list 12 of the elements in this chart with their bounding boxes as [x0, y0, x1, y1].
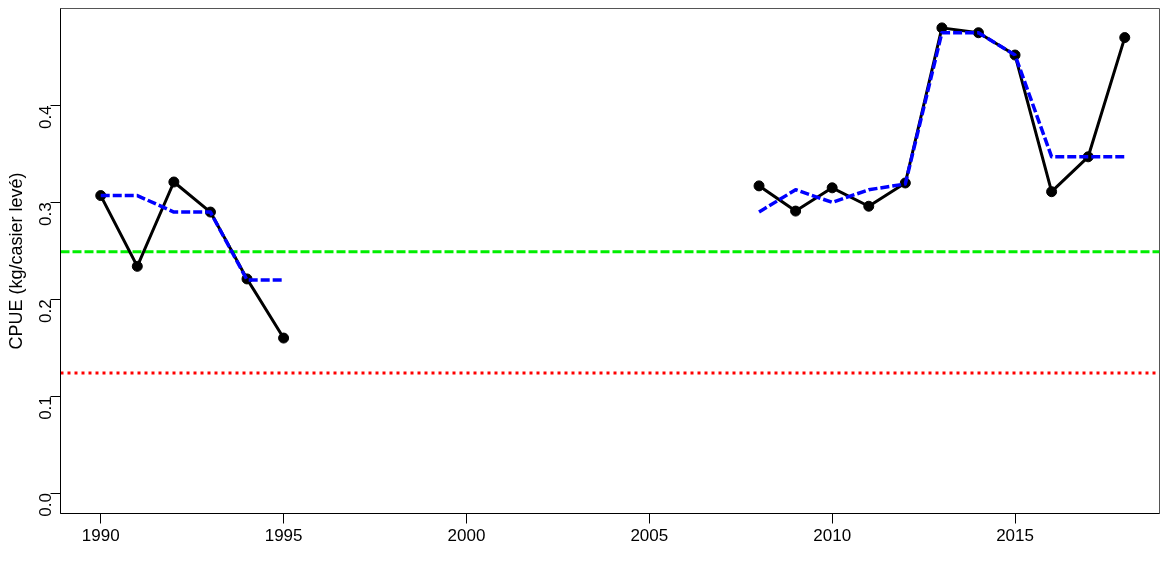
y-tick-label: 0.3 [36, 202, 56, 226]
x-tick-label: 2005 [630, 525, 669, 545]
y-tick-label: 0.1 [36, 396, 56, 420]
y-tick-label: 0.4 [36, 105, 56, 130]
x-tick-label: 2000 [447, 525, 486, 545]
x-tick-label: 2010 [813, 525, 852, 545]
y-tick-label: 0.2 [36, 299, 56, 323]
x-tick-label: 2015 [996, 525, 1034, 545]
y-axis-title: CPUE (kg/casier levé) [5, 172, 26, 350]
x-tick-label: 1990 [81, 525, 120, 545]
y-tick-label: 0.0 [36, 493, 56, 517]
x-tick-label: 1995 [264, 525, 303, 545]
